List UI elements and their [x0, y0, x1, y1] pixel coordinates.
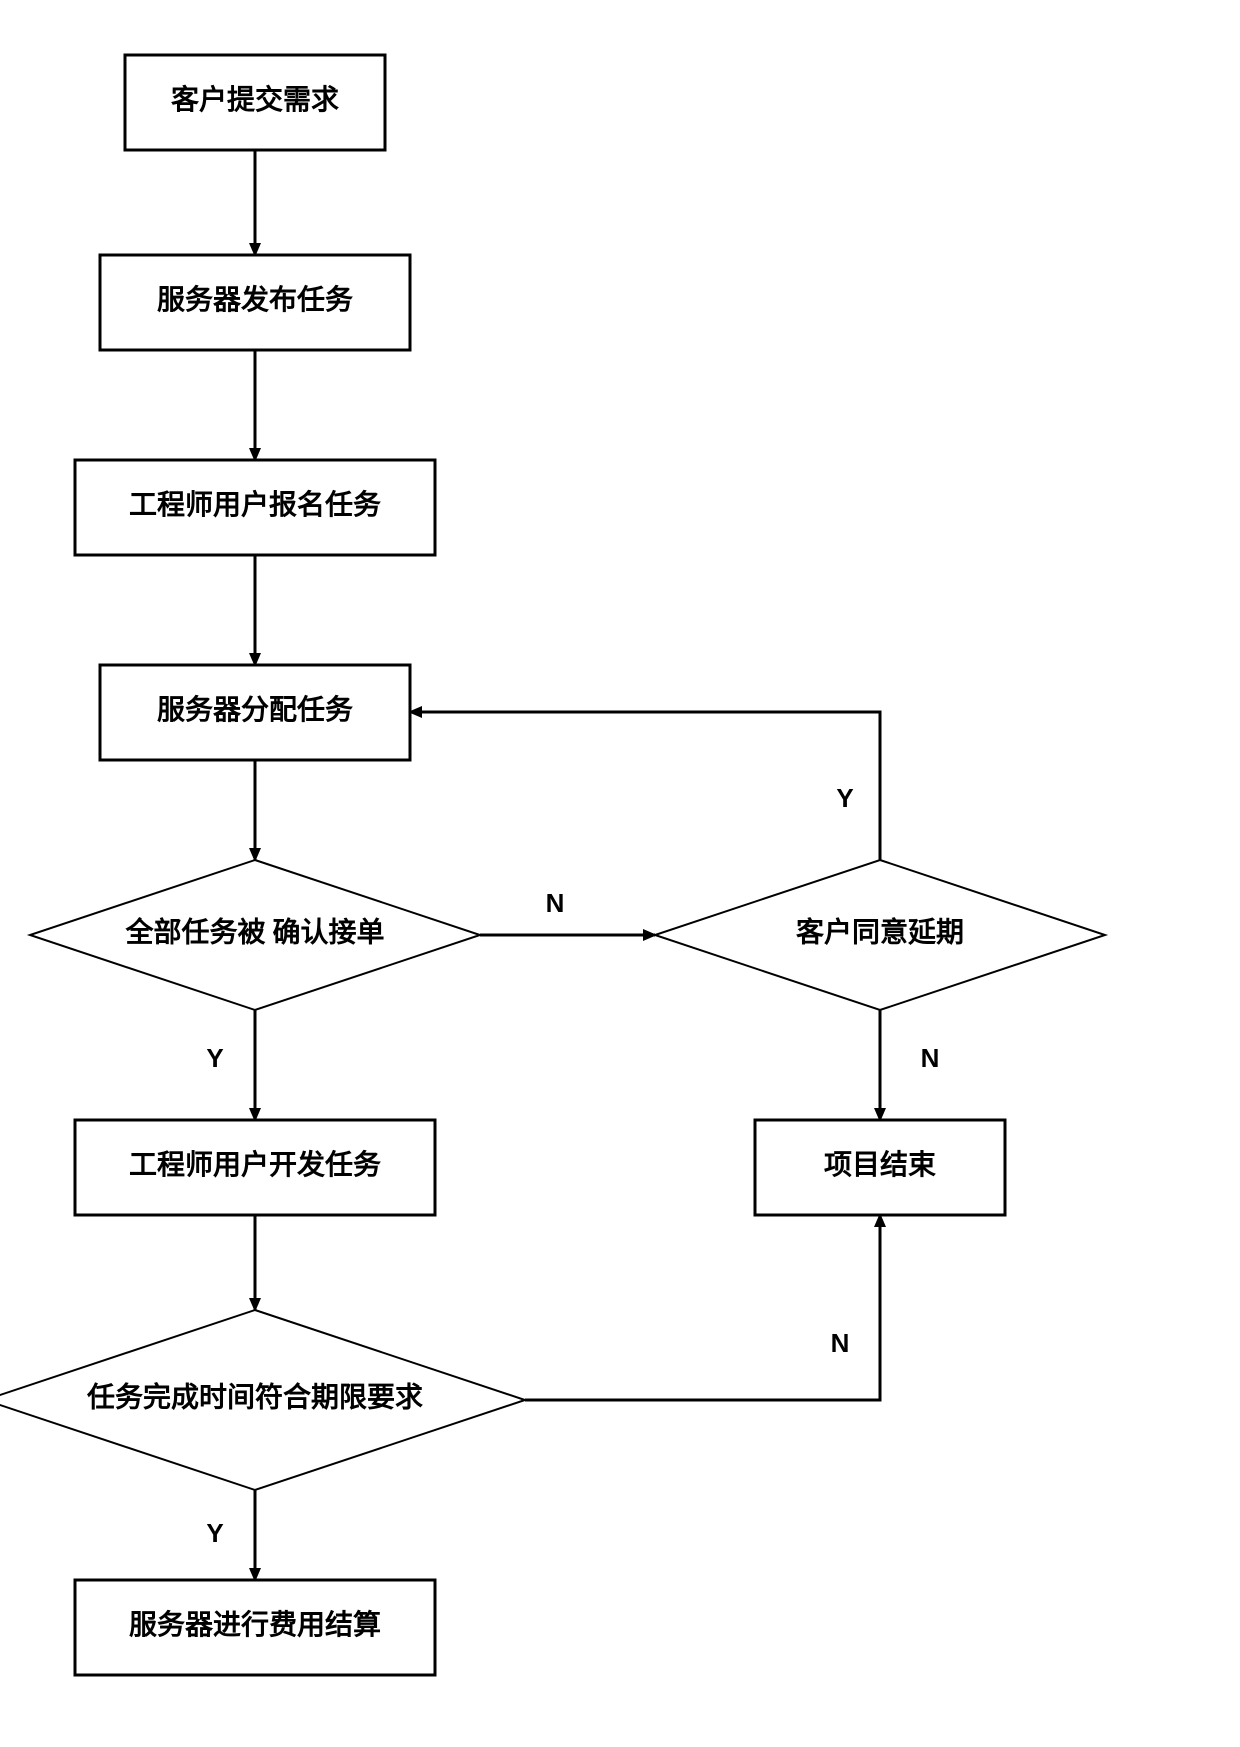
node-n2-label: 服务器发布任务	[157, 283, 353, 316]
node-d3: 客户同意延期	[655, 860, 1105, 1010]
node-d2: 任务完成时间符合期限要求	[0, 1310, 525, 1490]
node-n1-label: 客户提交需求	[171, 83, 339, 116]
node-d1-label: 全部任务被 确认接单	[124, 915, 384, 948]
node-n5-label: 工程师用户开发任务	[129, 1148, 381, 1181]
node-n4-label: 服务器分配任务	[157, 694, 353, 726]
node-n6-label: 服务器进行费用结算	[129, 1608, 381, 1641]
node-d1: 全部任务被 确认接单	[30, 860, 480, 1010]
node-d2-label: 任务完成时间符合期限要求	[86, 1380, 423, 1413]
flowchart-canvas: 客户提交需求服务器发布任务工程师用户报名任务服务器分配任务全部任务被 确认接单工…	[0, 0, 1240, 1747]
edge-e11-label: N	[831, 1328, 850, 1358]
node-d3-label: 客户同意延期	[796, 915, 964, 948]
node-n3-label: 工程师用户报名任务	[129, 488, 381, 521]
edge-e9-label: Y	[836, 783, 853, 813]
nodes-layer: 客户提交需求服务器发布任务工程师用户报名任务服务器分配任务全部任务被 确认接单工…	[0, 55, 1105, 1675]
edge-e9	[410, 712, 880, 860]
edge-e5-label: Y	[206, 1043, 223, 1073]
node-n3: 工程师用户报名任务	[75, 460, 435, 555]
node-n6: 服务器进行费用结算	[75, 1580, 435, 1675]
node-n7: 项目结束	[755, 1120, 1005, 1215]
node-n5: 工程师用户开发任务	[75, 1120, 435, 1215]
edge-e10-label: N	[921, 1043, 940, 1073]
edge-e11	[525, 1215, 880, 1400]
edge-e7-label: Y	[206, 1518, 223, 1548]
node-n4: 服务器分配任务	[100, 665, 410, 760]
node-n1: 客户提交需求	[125, 55, 385, 150]
edge-e8-label: N	[546, 888, 565, 918]
node-n7-label: 项目结束	[824, 1149, 936, 1181]
node-n2: 服务器发布任务	[100, 255, 410, 350]
